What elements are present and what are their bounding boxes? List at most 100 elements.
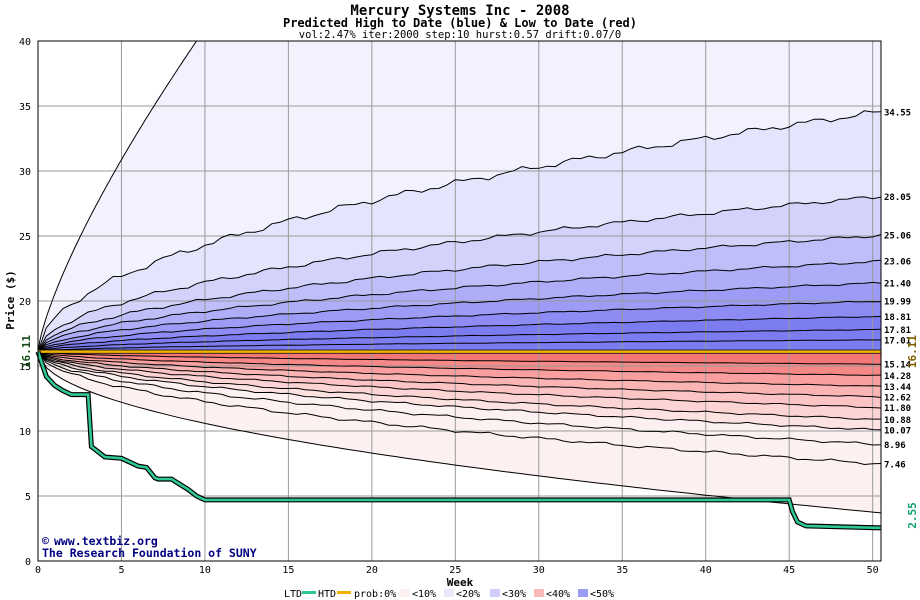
x-tick-label: 25	[449, 565, 461, 576]
high-band-0	[38, 41, 881, 352]
high-quantile-line	[37, 328, 882, 353]
quantile-label: 8.96	[884, 441, 906, 451]
low-quantile-line	[37, 351, 882, 431]
legend-htd-label: HTD	[318, 589, 336, 600]
y-tick-label: 5	[25, 492, 31, 503]
quantile-label: 34.55	[884, 108, 911, 118]
y-tick-label: 20	[19, 297, 31, 308]
quantile-label: 10.88	[884, 416, 911, 426]
low-band-8	[38, 351, 881, 465]
low-band-4	[38, 351, 881, 408]
quantile-label: 11.80	[884, 404, 911, 414]
x-tick-label: 20	[366, 565, 378, 576]
legend-band-label: <30%	[502, 589, 526, 600]
quantile-label: 17.81	[884, 326, 911, 336]
high-quantile-line	[37, 234, 882, 352]
y-tick-label: 10	[19, 427, 31, 438]
x-tick-label: 30	[533, 565, 545, 576]
high-band-9	[38, 339, 881, 352]
high-quantile-line	[37, 259, 882, 352]
low-quantile-line	[37, 351, 881, 420]
y-tick-label: 0	[25, 557, 31, 568]
x-tick-label: 10	[199, 565, 211, 576]
x-tick-label: 5	[118, 565, 124, 576]
chart-params: vol:2.47% iter:2000 step:10 hurst:0.57 d…	[299, 29, 621, 41]
copyright-icon: ©	[42, 534, 49, 548]
ltd-price-label: 2.55	[906, 502, 919, 529]
legend-htd-swatch	[337, 591, 351, 594]
high-band-8	[38, 329, 881, 352]
y-tick-label: 25	[19, 232, 31, 243]
high-band-4	[38, 260, 881, 352]
quantile-label: 14.28	[884, 372, 911, 382]
legend-band-swatch	[490, 589, 500, 597]
x-tick-label: 0	[35, 565, 41, 576]
quantile-label: 13.44	[884, 383, 912, 393]
low-quantile-line	[37, 351, 882, 398]
high-quantile-line	[37, 300, 882, 353]
legend-band-label: <50%	[590, 589, 614, 600]
y-tick-label: 30	[19, 167, 31, 178]
footer-credit: © www.textbiz.org The Research Foundatio…	[42, 534, 257, 560]
chart-title: Mercury Systems Inc - 2008	[350, 3, 569, 19]
quantile-label: 17.01	[884, 336, 911, 346]
quantile-label: 12.62	[884, 393, 911, 403]
high-quantile-line	[37, 315, 882, 353]
low-quantile-line	[37, 351, 882, 409]
low-quantile-line	[37, 351, 882, 466]
low-band-0	[38, 351, 881, 365]
legend-band-label: <10%	[412, 589, 436, 600]
x-tick-label: 45	[783, 565, 795, 576]
legend-ltd-swatch	[302, 591, 316, 594]
legend-ltd-label: LTD	[284, 589, 302, 600]
legend: LTD HTD prob:0% <10% <20% <30% <40% <50%	[284, 589, 614, 600]
legend-band-label: <40%	[546, 589, 570, 600]
low-band-1	[38, 351, 881, 376]
y-tick-label: 40	[19, 37, 31, 48]
x-tick-label: 40	[700, 565, 712, 576]
legend-band-label: <20%	[456, 589, 480, 600]
x-axis-label: Week	[447, 576, 474, 589]
quantile-label: 21.40	[884, 279, 911, 289]
quantile-label: 15.14	[884, 361, 912, 371]
quantile-label: 7.46	[884, 461, 906, 471]
high-quantile-line	[37, 110, 882, 352]
y-tick-label: 15	[19, 362, 31, 373]
legend-band-swatch	[578, 589, 588, 597]
quantile-label: 19.99	[884, 298, 911, 308]
plot-area: 34.55 28.05 25.06 23.06 21.40 19.99 18.81 17.81…	[19, 37, 919, 576]
chart-subtitle: Predicted High to Date (blue) & Low to D…	[283, 16, 637, 30]
high-band-7	[38, 316, 881, 352]
high-quantile-line	[37, 196, 882, 352]
low-quantile-line	[37, 351, 882, 387]
legend-bands: <10% <20% <30% <40% <50%	[400, 589, 614, 600]
ltd-line	[36, 351, 882, 530]
y-tick-label: 35	[19, 102, 31, 113]
quantile-label: 18.81	[884, 313, 911, 323]
start-price-label: 16.11	[20, 335, 33, 368]
high-quantile-line	[37, 339, 882, 353]
x-tick-label: 35	[616, 565, 628, 576]
high-quantile-line	[37, 281, 882, 352]
y-axis-label: Price ($)	[4, 270, 17, 330]
copyright-text: www.textbiz.org	[54, 534, 158, 548]
low-band-7	[38, 351, 881, 445]
low-quantile-line	[37, 351, 882, 376]
legend-prob-label: prob:0%	[354, 589, 396, 600]
high-band-3	[38, 234, 881, 352]
low-band-5	[38, 351, 881, 420]
quantile-label: 28.05	[884, 193, 911, 203]
organization-text: The Research Foundation of SUNY	[42, 546, 257, 560]
legend-band-swatch	[444, 589, 454, 597]
x-tick-label: 50	[867, 565, 879, 576]
legend-band-swatch	[400, 589, 410, 597]
legend-band-swatch	[534, 589, 544, 597]
low-quantile-line	[37, 351, 882, 446]
low-band-6	[38, 351, 881, 430]
high-band-5	[38, 282, 881, 352]
quantile-label: 23.06	[884, 258, 911, 268]
low-band-3	[38, 351, 881, 398]
quantile-label: 10.07	[884, 427, 911, 437]
plot-frame	[37, 40, 882, 562]
